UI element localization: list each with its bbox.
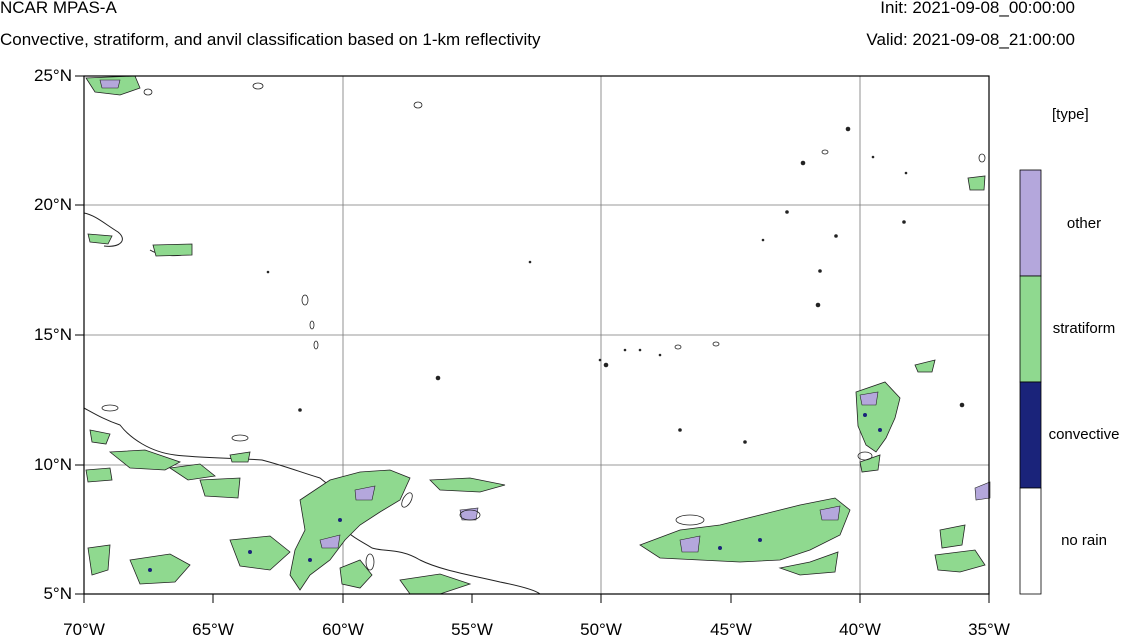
lon-tick-label: 70°W [63, 620, 105, 639]
lat-tick-label: 15°N [34, 325, 72, 344]
lon-tick-label: 35°W [968, 620, 1010, 639]
graticule [84, 76, 989, 594]
lat-tick-label: 20°N [34, 195, 72, 214]
valid-time: Valid: 2021-09-08_21:00:00 [866, 30, 1075, 49]
colorbar [1019, 169, 1042, 595]
other-patches [99, 79, 991, 553]
convective-cores [148, 413, 882, 572]
outline-cells [101, 82, 986, 571]
colorbar-other [1019, 169, 1042, 277]
init-time: Init: 2021-09-08_00:00:00 [880, 0, 1075, 17]
lon-tick-label: 50°W [580, 620, 622, 639]
scattered-cells [266, 126, 965, 444]
lon-tick-label: 40°W [839, 620, 881, 639]
chart-subtitle: Convective, stratiform, and anvil classi… [0, 30, 541, 49]
lat-tick-label: 25°N [34, 66, 72, 85]
colorbar-convective [1019, 381, 1042, 489]
axis-ticks [75, 75, 990, 603]
legend-label-other: other [1066, 215, 1102, 232]
stratiform-patches [85, 75, 986, 595]
legend-label-no-rain: no rain [1061, 532, 1107, 549]
colorbar-stratiform [1019, 275, 1042, 383]
legend-label-stratiform: stratiform [1052, 320, 1116, 337]
legend-label-convective: convective [1048, 426, 1120, 443]
colorbar-no-rain [1019, 487, 1042, 595]
chart-title: NCAR MPAS-A [0, 0, 117, 17]
lat-tick-label: 5°N [43, 584, 72, 603]
lon-tick-label: 55°W [451, 620, 493, 639]
lon-tick-label: 45°W [710, 620, 752, 639]
lon-tick-label: 65°W [192, 620, 234, 639]
legend-title: [type] [1052, 106, 1089, 123]
lon-tick-label: 60°W [322, 620, 364, 639]
lat-tick-label: 10°N [34, 455, 72, 474]
